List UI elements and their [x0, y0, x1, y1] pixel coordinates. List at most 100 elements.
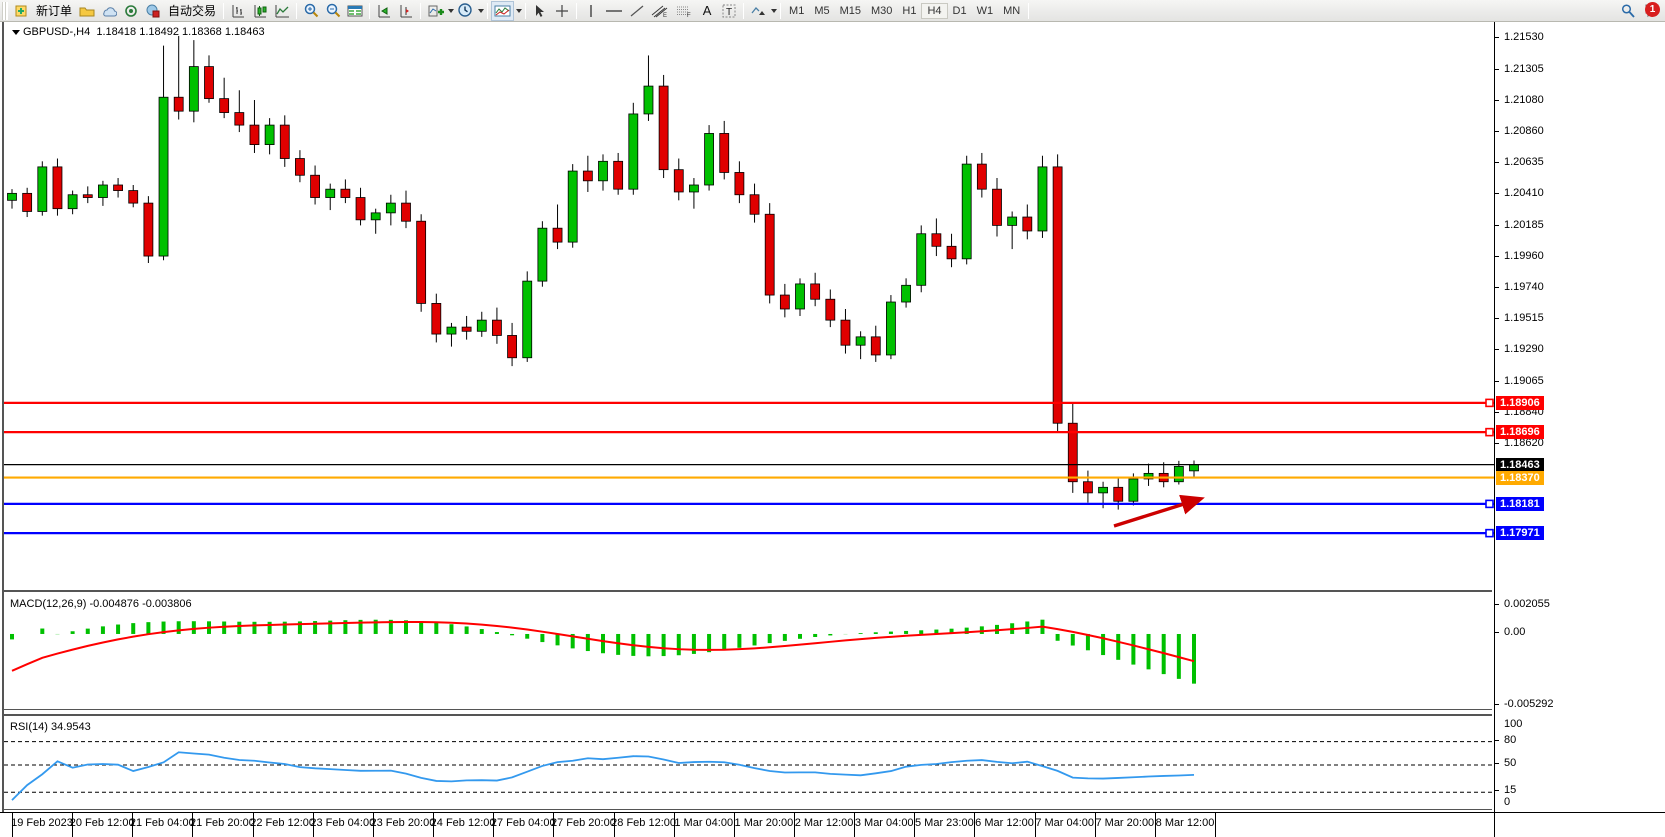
horizontal-line-icon[interactable] — [602, 1, 626, 21]
time-axis-separator — [11, 813, 13, 837]
data-window-icon[interactable] — [344, 1, 366, 21]
macd-tick — [1495, 631, 1499, 633]
time-axis[interactable]: 19 Feb 2023 20 Feb 12:00 21 Feb 04:00 21 Fe… — [0, 812, 1665, 837]
search-icon[interactable] — [1617, 1, 1639, 21]
templates-dropdown-caret[interactable] — [516, 8, 523, 13]
price-tick — [1495, 100, 1499, 102]
alerts-badge: 1 — [1645, 1, 1660, 17]
macd-axis: 0.002055 0.00 -0.005292 — [1494, 590, 1665, 710]
price-tag-midline[interactable]: 1.18370 — [1496, 470, 1544, 485]
macd-pane[interactable]: MACD(12,26,9) -0.004876 -0.003806 — [2, 590, 1492, 710]
vertical-line-icon[interactable] — [580, 1, 602, 21]
price-tick — [1495, 193, 1499, 195]
timeframe-m1[interactable]: M1 — [789, 4, 805, 17]
time-axis-label: 23 Feb 20:00 — [370, 817, 436, 829]
price-tag-support-1[interactable]: 1.18181 — [1496, 496, 1544, 511]
time-axis-label: 1 Mar 20:00 — [734, 817, 794, 829]
time-axis-separator — [192, 813, 194, 837]
shift-end-icon[interactable] — [395, 1, 417, 21]
time-axis-label: 2 Mar 12:00 — [794, 817, 854, 829]
collapse-triangle-icon[interactable] — [12, 29, 20, 35]
timeframe-m5[interactable]: M5 — [814, 4, 830, 17]
timeframe-h4[interactable]: H4 — [921, 2, 948, 19]
price-tag-last-price[interactable]: 1.18463 — [1496, 457, 1544, 472]
timeframe-h1[interactable]: H1 — [902, 4, 917, 17]
rsi-axis-label: 100 — [1504, 718, 1523, 730]
toolbar-separator — [780, 2, 782, 19]
candlestick-chart-icon[interactable] — [249, 1, 271, 21]
price-tick — [1495, 349, 1499, 351]
symbol-title: GBPUSD-,H4 — [23, 26, 91, 38]
folder-icon[interactable] — [76, 1, 98, 21]
timeframe-w1[interactable]: W1 — [976, 4, 994, 17]
shapes-dropdown-caret[interactable] — [771, 8, 778, 13]
time-axis-label: 28 Feb 12:00 — [611, 817, 676, 829]
price-axis-label: 1.19515 — [1504, 312, 1544, 325]
time-axis-label: 5 Mar 23:00 — [915, 817, 974, 829]
crosshair-icon[interactable] — [551, 1, 573, 21]
indicators-dropdown-caret[interactable] — [448, 8, 455, 13]
price-tag-resistance-2[interactable]: 1.18696 — [1496, 425, 1544, 440]
time-axis-separator — [733, 813, 735, 837]
macd-axis-label: 0.002055 — [1504, 598, 1550, 610]
rsi-axis-label: 50 — [1504, 757, 1517, 769]
price-axis-label: 1.21305 — [1504, 62, 1544, 75]
shift-start-icon[interactable] — [373, 1, 395, 21]
time-axis-separator — [372, 813, 374, 837]
zoom-in-icon[interactable] — [300, 1, 322, 21]
macd-axis-label: -0.005292 — [1504, 698, 1554, 710]
price-level-lines[interactable] — [4, 22, 1494, 550]
time-axis-separator — [1094, 813, 1096, 837]
rsi-label: RSI(14) 34.9543 — [10, 721, 91, 733]
time-axis-separator — [613, 813, 615, 837]
cursor-icon[interactable] — [529, 1, 551, 21]
expert-advisor-icon[interactable] — [142, 1, 164, 21]
indicators-icon[interactable] — [424, 1, 446, 21]
price-axis-label: 1.20635 — [1504, 156, 1544, 168]
timeframe-m15[interactable]: M15 — [839, 4, 861, 17]
line-chart-icon[interactable] — [271, 1, 293, 21]
price-axis-label: 1.20860 — [1504, 124, 1544, 137]
autotrade-label[interactable]: 自动交易 — [168, 4, 217, 18]
toolbar-separator — [223, 2, 225, 19]
fibonacci-icon[interactable]: F — [672, 1, 696, 21]
price-tick — [1495, 286, 1499, 288]
rsi-axis: 100 80 50 15 0 — [1494, 714, 1665, 810]
equidistant-channel-icon[interactable]: E — [648, 1, 672, 21]
price-axis-label: 1.19290 — [1504, 343, 1544, 356]
rsi-axis-label: 0 — [1504, 796, 1511, 808]
new-order-icon[interactable] — [10, 1, 32, 21]
price-tick — [1495, 412, 1499, 414]
timeframe-mn[interactable]: MN — [1003, 4, 1021, 17]
period-dropdown-caret[interactable] — [478, 8, 485, 13]
zoom-out-icon[interactable] — [322, 1, 344, 21]
price-tag-resistance-1[interactable]: 1.18906 — [1496, 395, 1544, 410]
templates-icon[interactable] — [491, 0, 515, 21]
time-axis-separator — [1154, 813, 1156, 837]
bar-chart-icon[interactable] — [227, 1, 249, 21]
time-axis-label: 7 Mar 04:00 — [1035, 817, 1095, 829]
symbol-header: GBPUSD-,H4 1.18418 1.18492 1.18368 1.184… — [12, 26, 265, 38]
timeframe-d1[interactable]: D1 — [952, 4, 967, 17]
rsi-pane[interactable]: RSI(14) 34.9543 — [2, 714, 1492, 810]
time-axis-label: 20 Feb 12:00 — [69, 817, 135, 829]
uptrend-arrow[interactable] — [4, 22, 1494, 550]
shapes-icon[interactable] — [747, 1, 769, 21]
new-order-label[interactable]: 新订单 — [36, 4, 73, 18]
time-axis-label: 1 Mar 04:00 — [674, 817, 734, 829]
chart-window: GBPUSD-,H4 1.18418 1.18492 1.18368 1.184… — [0, 22, 1665, 837]
candlestick-series — [7, 35, 1199, 510]
connect-icon[interactable] — [120, 1, 142, 21]
save-icon[interactable] — [98, 1, 120, 21]
toolbar-grip[interactable] — [2, 1, 8, 20]
alerts-icon[interactable]: 1 — [1639, 1, 1665, 21]
text-icon[interactable]: A — [702, 3, 712, 18]
period-icon[interactable] — [454, 1, 476, 21]
trendline-icon[interactable] — [626, 1, 648, 21]
price-tag-support-2[interactable]: 1.17971 — [1496, 526, 1544, 541]
time-axis-separator — [1215, 813, 1217, 837]
timeframe-m30[interactable]: M30 — [871, 4, 893, 17]
price-tick — [1495, 256, 1499, 258]
toolbar-separator — [369, 2, 371, 19]
text-label-icon[interactable]: T — [718, 1, 740, 21]
